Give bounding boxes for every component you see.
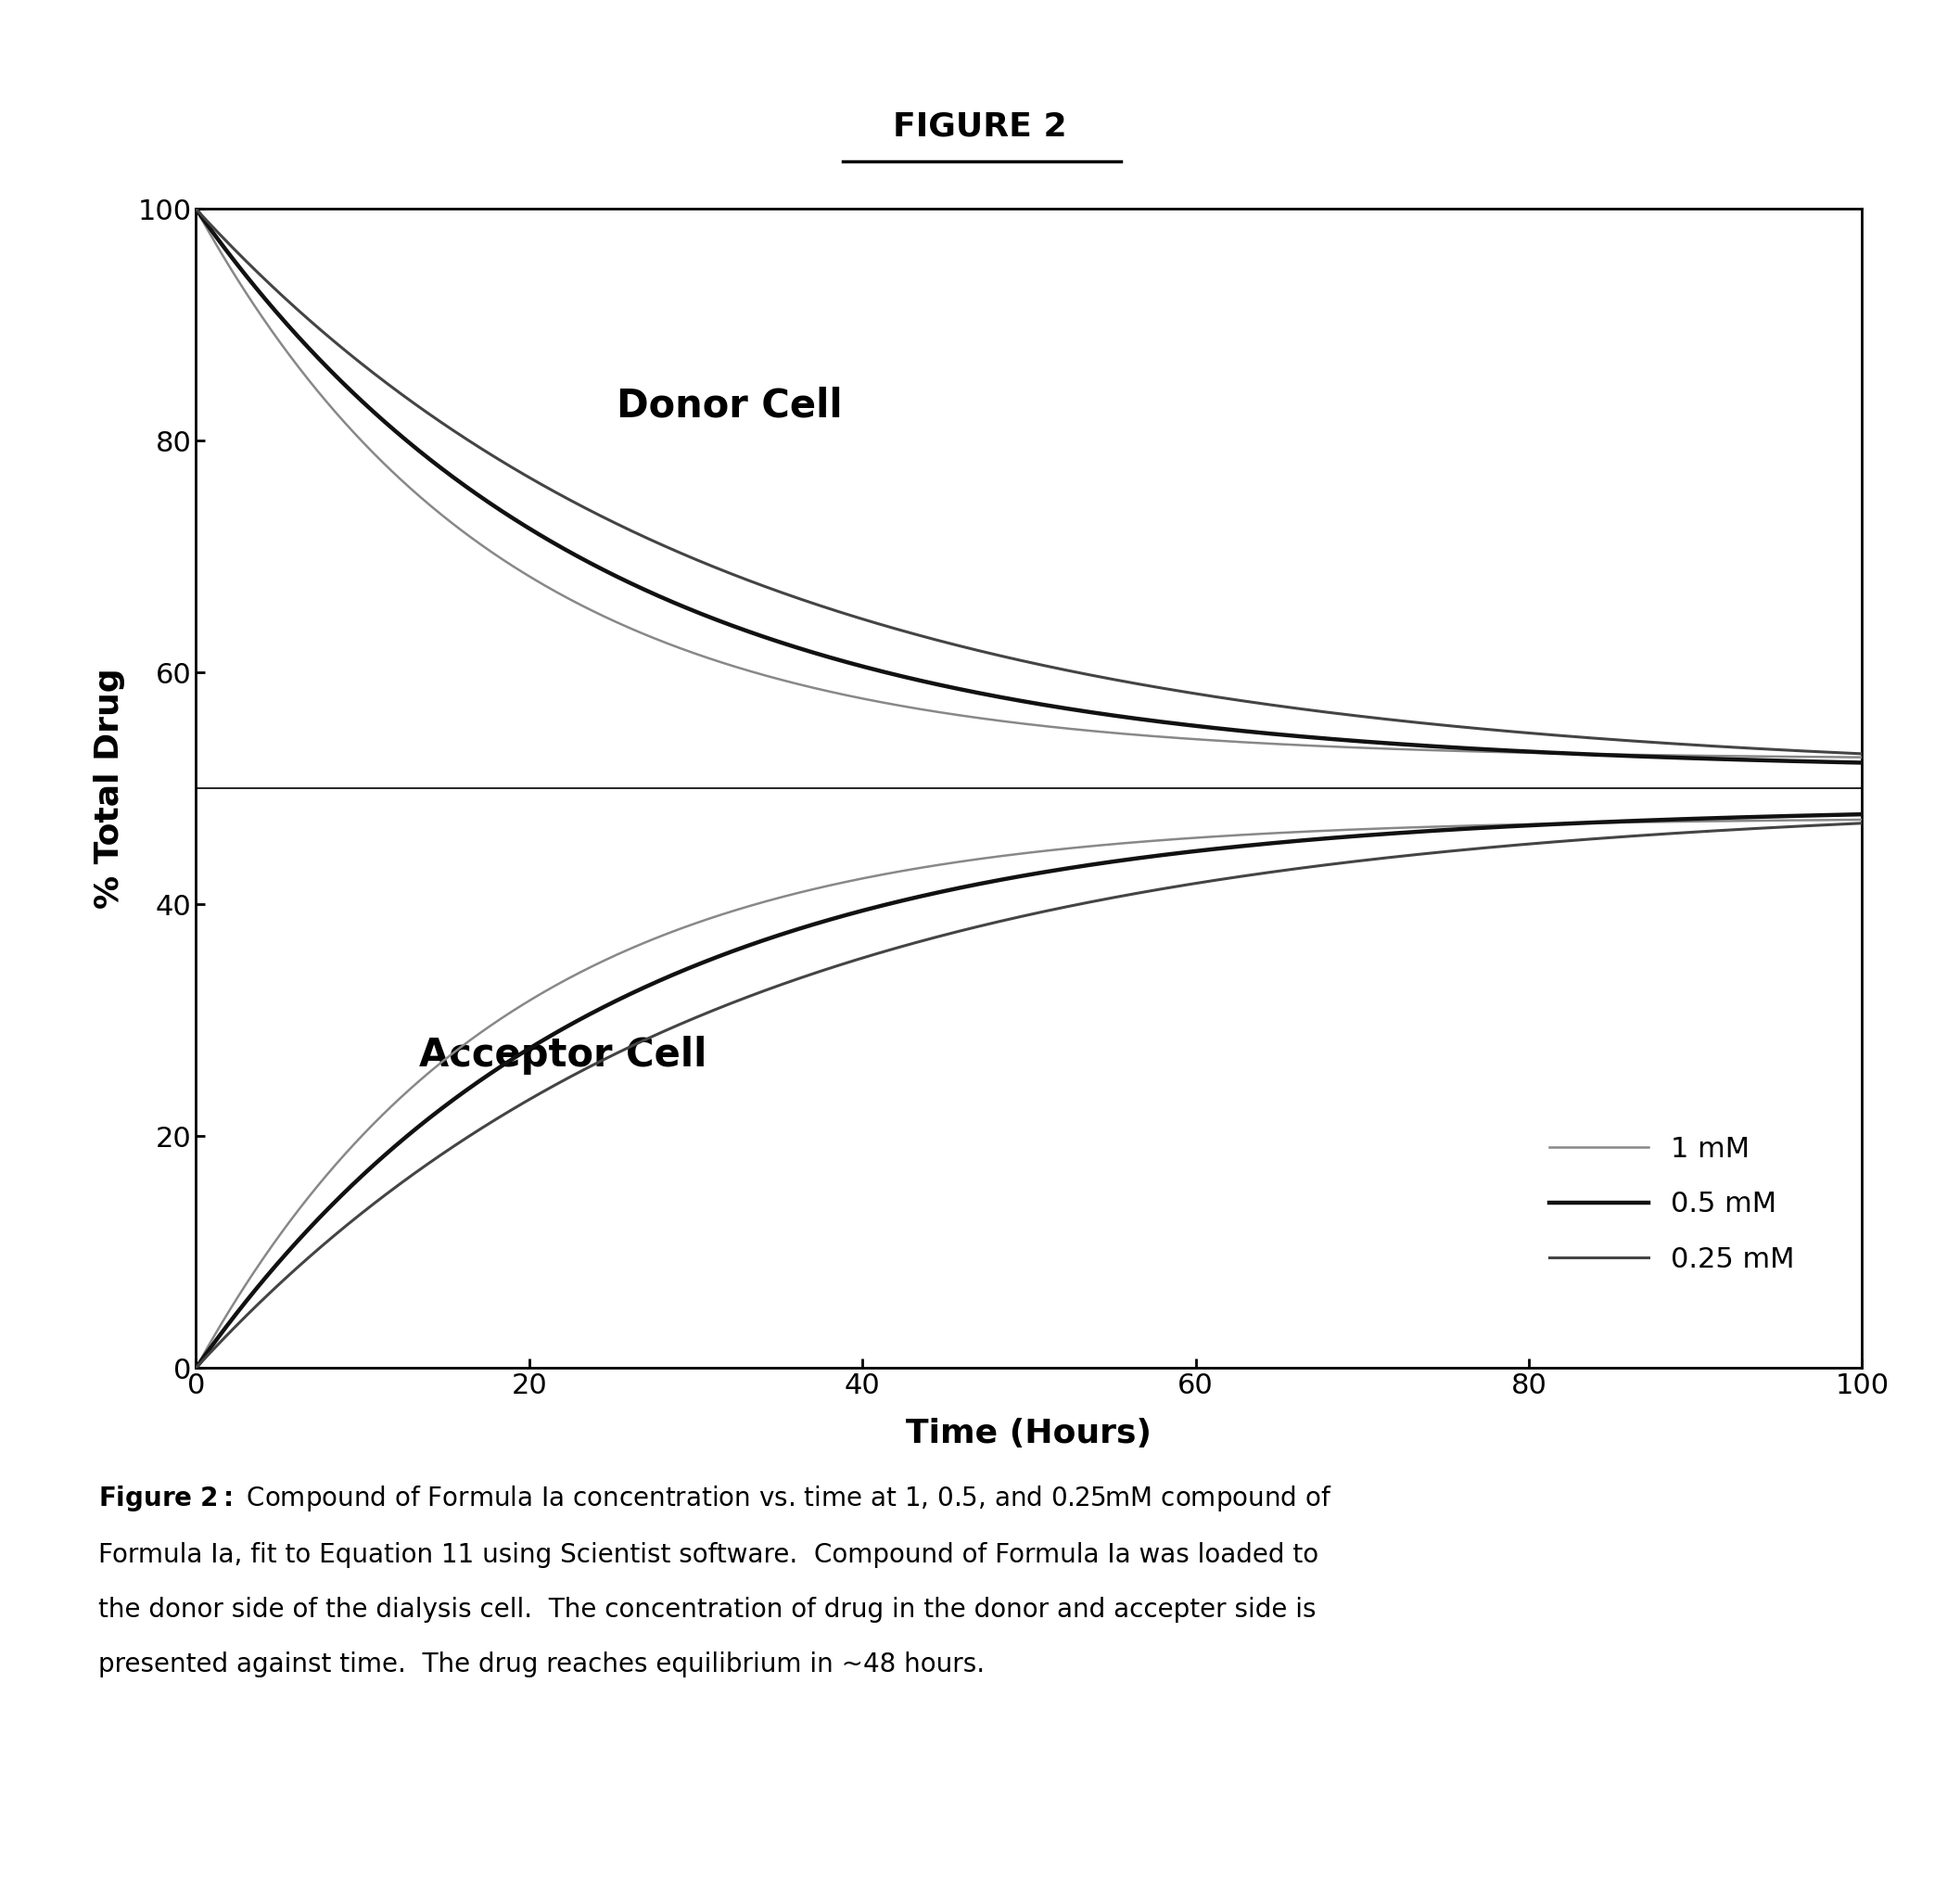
X-axis label: Time (Hours): Time (Hours): [906, 1417, 1152, 1450]
Text: Donor Cell: Donor Cell: [615, 386, 843, 426]
Text: $\bf{Figure\ 2:}$ Compound of Formula Ia concentration vs. time at 1, 0.5, and 0: $\bf{Figure\ 2:}$ Compound of Formula Ia…: [98, 1484, 1331, 1678]
Legend: 1 mM, 0.5 mM, 0.25 mM: 1 mM, 0.5 mM, 0.25 mM: [1539, 1125, 1807, 1284]
Text: FIGURE 2: FIGURE 2: [894, 110, 1066, 143]
Y-axis label: % Total Drug: % Total Drug: [94, 669, 125, 908]
Text: Acceptor Cell: Acceptor Cell: [419, 1036, 706, 1075]
